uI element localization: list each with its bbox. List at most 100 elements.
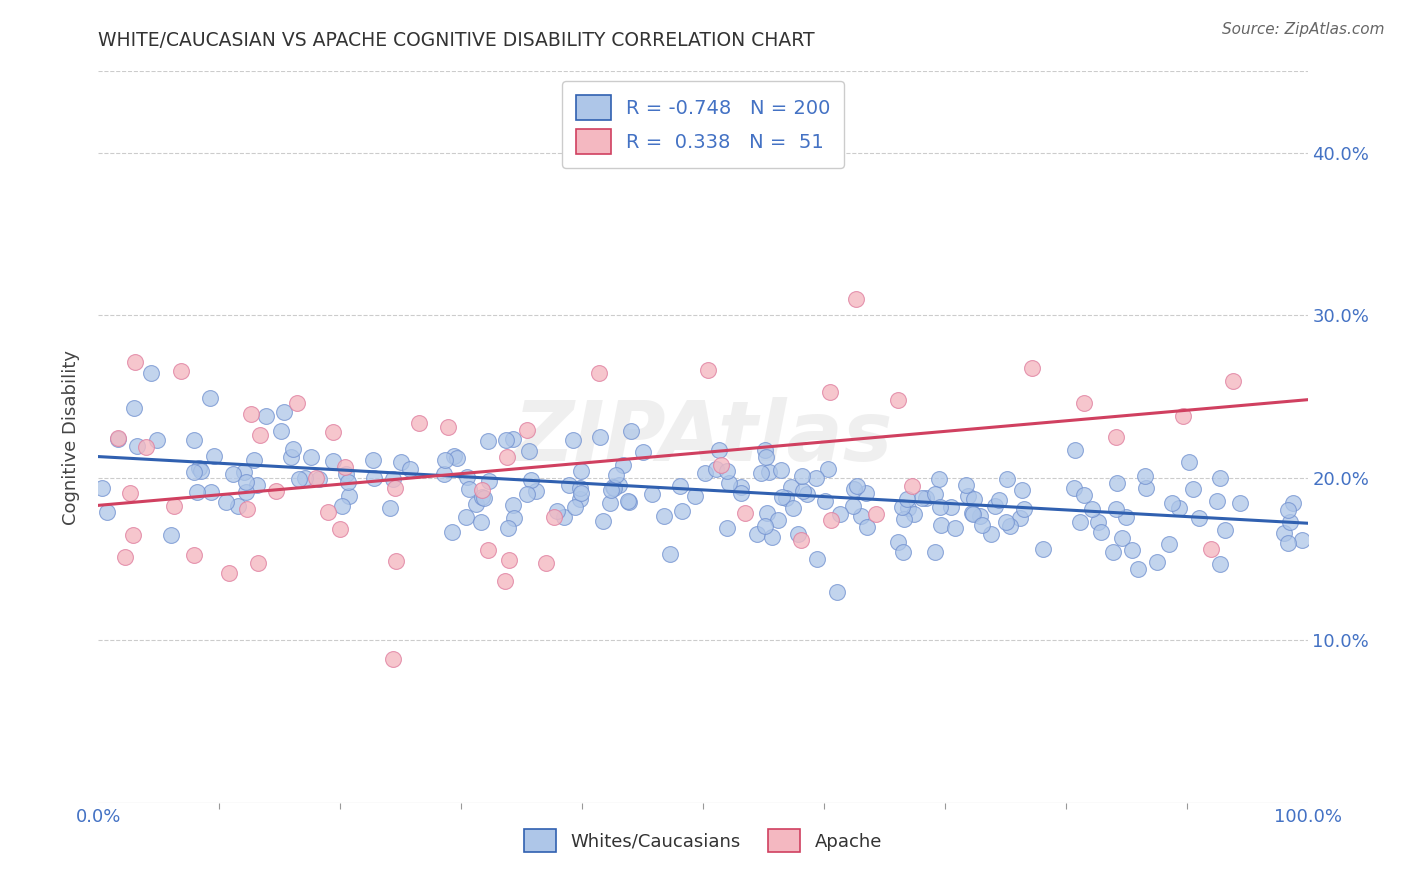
Point <box>458 483 481 497</box>
Legend: Whites/Caucasians, Apache: Whites/Caucasians, Apache <box>516 822 890 860</box>
Point <box>995 472 1018 486</box>
Point <box>842 482 865 496</box>
Point <box>381 651 404 665</box>
Point <box>236 502 259 516</box>
Point <box>498 553 520 567</box>
Point <box>792 468 814 483</box>
Point <box>398 462 420 476</box>
Point <box>122 527 145 541</box>
Point <box>756 506 779 520</box>
Point <box>246 478 269 492</box>
Point <box>495 433 517 447</box>
Point <box>754 519 776 533</box>
Point <box>1111 532 1133 546</box>
Point <box>589 430 612 444</box>
Point <box>659 547 682 561</box>
Point <box>308 472 330 486</box>
Point <box>183 433 205 447</box>
Point <box>122 401 145 415</box>
Point <box>820 512 842 526</box>
Point <box>333 459 356 474</box>
Point <box>127 440 149 454</box>
Point <box>602 481 624 495</box>
Point <box>716 521 738 535</box>
Point <box>755 450 778 464</box>
Point <box>685 489 707 503</box>
Point <box>865 507 887 521</box>
Point <box>790 533 813 547</box>
Point <box>339 489 361 503</box>
Point <box>633 445 655 459</box>
Y-axis label: Cognitive Disability: Cognitive Disability <box>62 350 80 524</box>
Point <box>1209 471 1232 485</box>
Point <box>188 460 211 475</box>
Point <box>1105 430 1128 444</box>
Point <box>851 509 873 524</box>
Point <box>652 508 675 523</box>
Point <box>915 491 938 505</box>
Point <box>433 467 456 481</box>
Point <box>254 409 277 423</box>
Point <box>891 500 914 514</box>
Point <box>389 455 412 469</box>
Point <box>288 472 311 486</box>
Point <box>240 407 263 421</box>
Point <box>796 486 818 500</box>
Point <box>568 492 591 507</box>
Point <box>1279 515 1302 529</box>
Point <box>929 517 952 532</box>
Point <box>640 487 662 501</box>
Point <box>730 486 752 500</box>
Point <box>477 543 499 558</box>
Point <box>984 500 1007 514</box>
Point <box>758 465 780 479</box>
Point <box>695 466 717 480</box>
Point <box>754 443 776 458</box>
Point <box>1222 375 1244 389</box>
Point <box>502 511 524 525</box>
Point <box>299 450 322 464</box>
Point <box>710 458 733 472</box>
Point <box>516 486 538 500</box>
Point <box>775 491 797 506</box>
Point <box>569 485 592 500</box>
Point <box>200 485 222 500</box>
Point <box>190 463 212 477</box>
Point <box>1073 396 1095 410</box>
Point <box>704 461 727 475</box>
Point <box>107 431 129 445</box>
Point <box>330 499 353 513</box>
Point <box>285 396 308 410</box>
Point <box>1229 495 1251 509</box>
Point <box>669 479 692 493</box>
Point <box>696 363 718 377</box>
Point <box>443 449 465 463</box>
Point <box>1021 361 1043 376</box>
Point <box>1206 494 1229 508</box>
Point <box>605 468 627 483</box>
Point <box>202 449 225 463</box>
Point <box>1010 510 1032 524</box>
Point <box>845 292 868 306</box>
Point <box>382 472 405 486</box>
Point <box>408 416 430 430</box>
Point <box>943 521 966 535</box>
Point <box>911 491 934 506</box>
Point <box>1173 409 1195 424</box>
Point <box>114 549 136 564</box>
Point <box>517 444 540 458</box>
Point <box>609 478 631 492</box>
Point <box>901 479 924 493</box>
Point <box>929 500 952 515</box>
Point <box>924 545 946 559</box>
Point <box>592 514 614 528</box>
Point <box>270 424 292 438</box>
Point <box>960 506 983 520</box>
Point <box>568 481 591 495</box>
Point <box>1121 543 1143 558</box>
Point <box>322 425 344 439</box>
Point <box>924 487 946 501</box>
Point <box>787 527 810 541</box>
Point <box>1012 502 1035 516</box>
Point <box>588 366 610 380</box>
